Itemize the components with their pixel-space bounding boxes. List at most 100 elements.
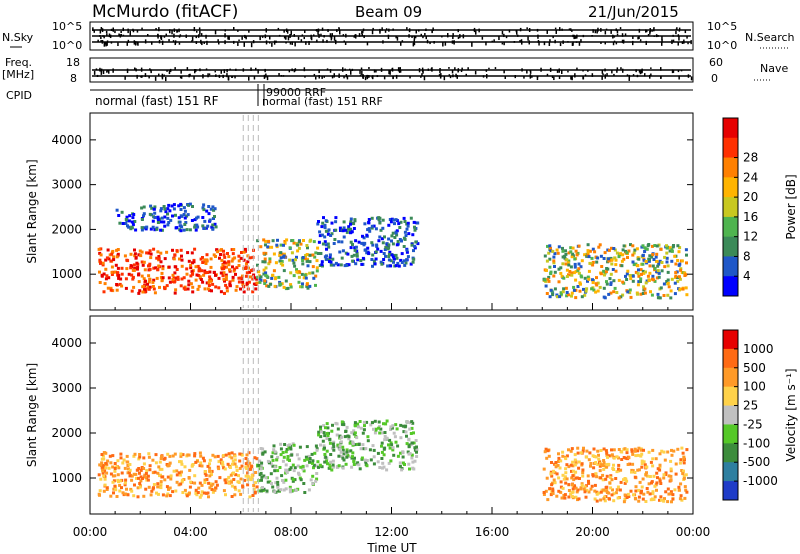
velocity-cell-2 xyxy=(358,467,362,471)
velocity-cell-0 xyxy=(194,491,198,495)
power-cell-2 xyxy=(411,233,415,237)
summary-trace-4-point xyxy=(546,73,549,77)
power-cell-4 xyxy=(565,268,569,272)
summary-trace-1-point xyxy=(191,36,194,42)
velocity-cell-0 xyxy=(160,467,164,471)
power-cell-1 xyxy=(267,284,271,288)
velocity-cell-2 xyxy=(356,422,360,426)
summary-trace-1-point xyxy=(358,33,361,37)
summary-trace-1-point xyxy=(457,37,460,39)
power-cell-1 xyxy=(256,275,260,279)
velocity-cell-3 xyxy=(550,474,554,478)
power-cell-1 xyxy=(279,262,283,266)
power-cell-3 xyxy=(156,221,160,224)
velocity-cell-0 xyxy=(224,493,227,497)
power-cell-4 xyxy=(617,255,621,259)
power-cell-1 xyxy=(283,241,287,245)
power-cell-2 xyxy=(355,254,359,258)
power-cell-0 xyxy=(147,251,151,255)
velocity-cell-2 xyxy=(337,454,341,458)
summary-trace-0-point xyxy=(237,30,239,32)
summary-trace-0-point xyxy=(110,28,113,32)
velocity-cell-0 xyxy=(221,463,225,467)
velocity-cell-1 xyxy=(261,486,264,489)
velocity-cell-0 xyxy=(148,464,152,468)
summary-trace-2-point xyxy=(195,41,198,44)
velocity-cell-1 xyxy=(276,455,280,459)
power-cell-1 xyxy=(271,273,275,277)
summary-trace-3-point xyxy=(288,69,291,73)
power-cell-2 xyxy=(321,221,325,225)
velocity-cell-3 xyxy=(555,472,559,476)
velocity-cell-0 xyxy=(219,458,223,462)
power-cell-2 xyxy=(379,228,383,232)
summary-trace-1-point xyxy=(632,36,634,39)
power-cell-2 xyxy=(323,235,327,239)
velocity-cell-2 xyxy=(412,441,416,445)
power-cell-3 xyxy=(153,205,157,209)
power-cell-0 xyxy=(208,275,212,279)
velocity-cell-3 xyxy=(682,461,686,465)
nave-tick-top: 60 xyxy=(709,56,723,69)
velocity-cell-3 xyxy=(673,488,677,492)
power-cell-0 xyxy=(211,282,215,286)
velocity-cell-3 xyxy=(627,495,631,498)
summary-trace-3-point xyxy=(582,69,584,72)
velocity-cell-0 xyxy=(108,454,112,458)
summary-trace-1-point xyxy=(621,33,624,37)
power-cell-3 xyxy=(130,226,134,230)
velocity-cell-2 xyxy=(362,428,366,432)
power-cell-0 xyxy=(173,253,177,257)
power-cell-0 xyxy=(226,252,229,255)
velocity-cell-3 xyxy=(647,482,651,486)
velocity-cell-3 xyxy=(610,448,613,452)
power-cell-4 xyxy=(678,287,682,291)
summary-trace-4-point xyxy=(364,76,367,81)
power-cell-3 xyxy=(124,218,128,221)
velocity-cell-0 xyxy=(198,451,202,455)
velocity-cell-0 xyxy=(130,474,134,478)
power-cell-4 xyxy=(662,294,666,297)
velocity-cell-2 xyxy=(405,442,409,446)
velocity-cell-0 xyxy=(127,471,131,475)
velocity-cell-0 xyxy=(113,462,117,465)
power-cell-4 xyxy=(626,256,629,259)
velocity-cell-3 xyxy=(556,464,560,467)
velocity-cell-0 xyxy=(151,471,155,475)
velocity-colorbar-swatch-1 xyxy=(723,348,738,369)
summary-trace-2-point xyxy=(690,40,692,45)
summary-trace-3-point xyxy=(186,67,189,71)
velocity-cell-3 xyxy=(684,473,688,477)
power-cell-1 xyxy=(277,275,281,279)
summary-trace-3-point xyxy=(112,68,114,73)
velocity-cell-1 xyxy=(262,487,266,491)
power-ytick-label-0: 1000 xyxy=(51,267,82,281)
summary-trace-4-point xyxy=(227,76,230,81)
velocity-cell-3 xyxy=(602,461,606,465)
velocity-cell-3 xyxy=(619,480,623,484)
summary-trace-2-point xyxy=(661,39,663,43)
power-cell-1 xyxy=(297,246,301,250)
summary-trace-1-point xyxy=(613,35,616,38)
velocity-cell-3 xyxy=(636,449,639,453)
velocity-cell-2 xyxy=(368,448,372,452)
power-cell-2 xyxy=(393,236,397,239)
power-cell-4 xyxy=(642,271,646,275)
velocity-cell-0 xyxy=(109,461,113,465)
velocity-cell-1 xyxy=(285,471,289,474)
velocity-cell-2 xyxy=(364,460,368,464)
summary-trace-2-point xyxy=(639,39,642,42)
power-cell-0 xyxy=(142,260,146,264)
power-cell-2 xyxy=(340,256,344,260)
summary-trace-2-point xyxy=(133,40,136,45)
velocity-cell-0 xyxy=(159,473,162,477)
velocity-cell-0 xyxy=(232,471,235,475)
velocity-cell-3 xyxy=(608,497,611,501)
summary-trace-4-point xyxy=(124,76,126,80)
summary-trace-0-point xyxy=(616,29,619,34)
velocity-cell-3 xyxy=(682,469,685,473)
power-cell-4 xyxy=(602,286,606,290)
summary-trace-1-point xyxy=(517,34,519,37)
velocity-cell-0 xyxy=(111,480,115,484)
summary-trace-3-point xyxy=(672,70,675,73)
